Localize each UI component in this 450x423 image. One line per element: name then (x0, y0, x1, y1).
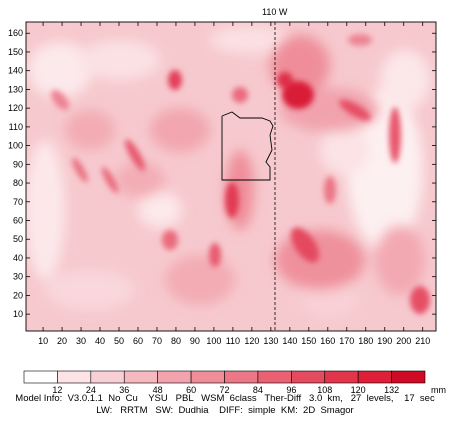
colorbar-label: 72 (219, 385, 229, 395)
colorbar-bin (324, 370, 359, 384)
colorbar-bin (257, 370, 292, 384)
colorbar-label: 48 (153, 385, 163, 395)
colorbar-label: 36 (119, 385, 129, 395)
y-tick-label: 60 (13, 216, 23, 226)
colorbar: 12 24 36 48 60 72 84 96 108 120 132 mm (23, 370, 446, 395)
x-tick-label: 40 (95, 336, 105, 346)
colorbar-unit: mm (431, 385, 446, 395)
x-axis: 10 20 30 40 50 60 70 80 90 100 110 120 130 140 150 160 1… (38, 22, 430, 346)
colorbar-label: 84 (253, 385, 263, 395)
colorbar-label: 120 (351, 385, 366, 395)
x-tick-label: 60 (133, 336, 143, 346)
colorbar-bin (57, 370, 92, 384)
y-tick-label: 100 (8, 141, 23, 151)
x-tick-label: 80 (171, 336, 181, 346)
colorbar-label: 24 (86, 385, 96, 395)
x-tick-label: 50 (114, 336, 124, 346)
x-tick-label: 100 (206, 336, 221, 346)
colorbar-bin (123, 370, 158, 384)
model-physics-line: LW: RRTM SW: Dudhia DIFF: simple KM: 2D … (96, 405, 354, 416)
x-tick-label: 20 (57, 336, 67, 346)
x-tick-label: 10 (38, 336, 48, 346)
y-tick-label: 120 (8, 103, 23, 113)
x-tick-label: 120 (244, 336, 259, 346)
y-tick-label: 130 (8, 84, 23, 94)
colorbar-bin (291, 370, 326, 384)
y-tick-label: 10 (13, 309, 23, 319)
y-tick-label: 90 (13, 159, 23, 169)
model-info-line: Model Info: V3.0.1.1 No Cu YSU PBL WSM 6… (15, 393, 435, 404)
y-tick-label: 50 (13, 234, 23, 244)
colorbar-bin (90, 370, 125, 384)
x-tick-label: 30 (76, 336, 86, 346)
y-tick-label: 20 (13, 290, 23, 300)
y-axis: 10 20 30 40 50 60 70 80 90 100 110 120 130 140 150 160 (8, 28, 436, 319)
y-tick-label: 160 (8, 28, 23, 38)
y-tick-label: 30 (13, 272, 23, 282)
colorbar-bin (391, 370, 426, 384)
colorbar-bin (224, 370, 259, 384)
x-tick-label: 170 (339, 336, 354, 346)
colorbar-bin (157, 370, 192, 384)
precip-field (26, 22, 436, 331)
y-tick-label: 150 (8, 47, 23, 57)
colorbar-label: 12 (52, 385, 62, 395)
y-tick-label: 140 (8, 66, 23, 76)
x-tick-label: 130 (263, 336, 278, 346)
y-tick-label: 70 (13, 197, 23, 207)
plot-frame (25, 21, 437, 332)
colorbar-label: 108 (317, 385, 332, 395)
colorbar-bin (190, 370, 225, 384)
x-tick-label: 70 (152, 336, 162, 346)
y-tick-label: 40 (13, 253, 23, 263)
x-tick-label: 190 (377, 336, 392, 346)
x-tick-label: 90 (190, 336, 200, 346)
x-tick-label: 210 (415, 336, 430, 346)
x-tick-label: 110 (226, 336, 240, 346)
x-tick-label: 150 (301, 336, 316, 346)
x-tick-label: 160 (320, 336, 335, 346)
y-tick-label: 110 (9, 122, 23, 132)
colorbar-label: 132 (384, 385, 399, 395)
x-tick-label: 140 (282, 336, 297, 346)
x-tick-label: 200 (396, 336, 411, 346)
colorbar-bin (357, 370, 392, 384)
state-border (221, 111, 274, 181)
colorbar-label: 60 (186, 385, 196, 395)
meridian-label: 110 W (262, 7, 288, 17)
x-tick-label: 180 (358, 336, 373, 346)
colorbar-bin (23, 370, 58, 384)
colorbar-label: 96 (286, 385, 296, 395)
y-tick-label: 80 (13, 178, 23, 188)
